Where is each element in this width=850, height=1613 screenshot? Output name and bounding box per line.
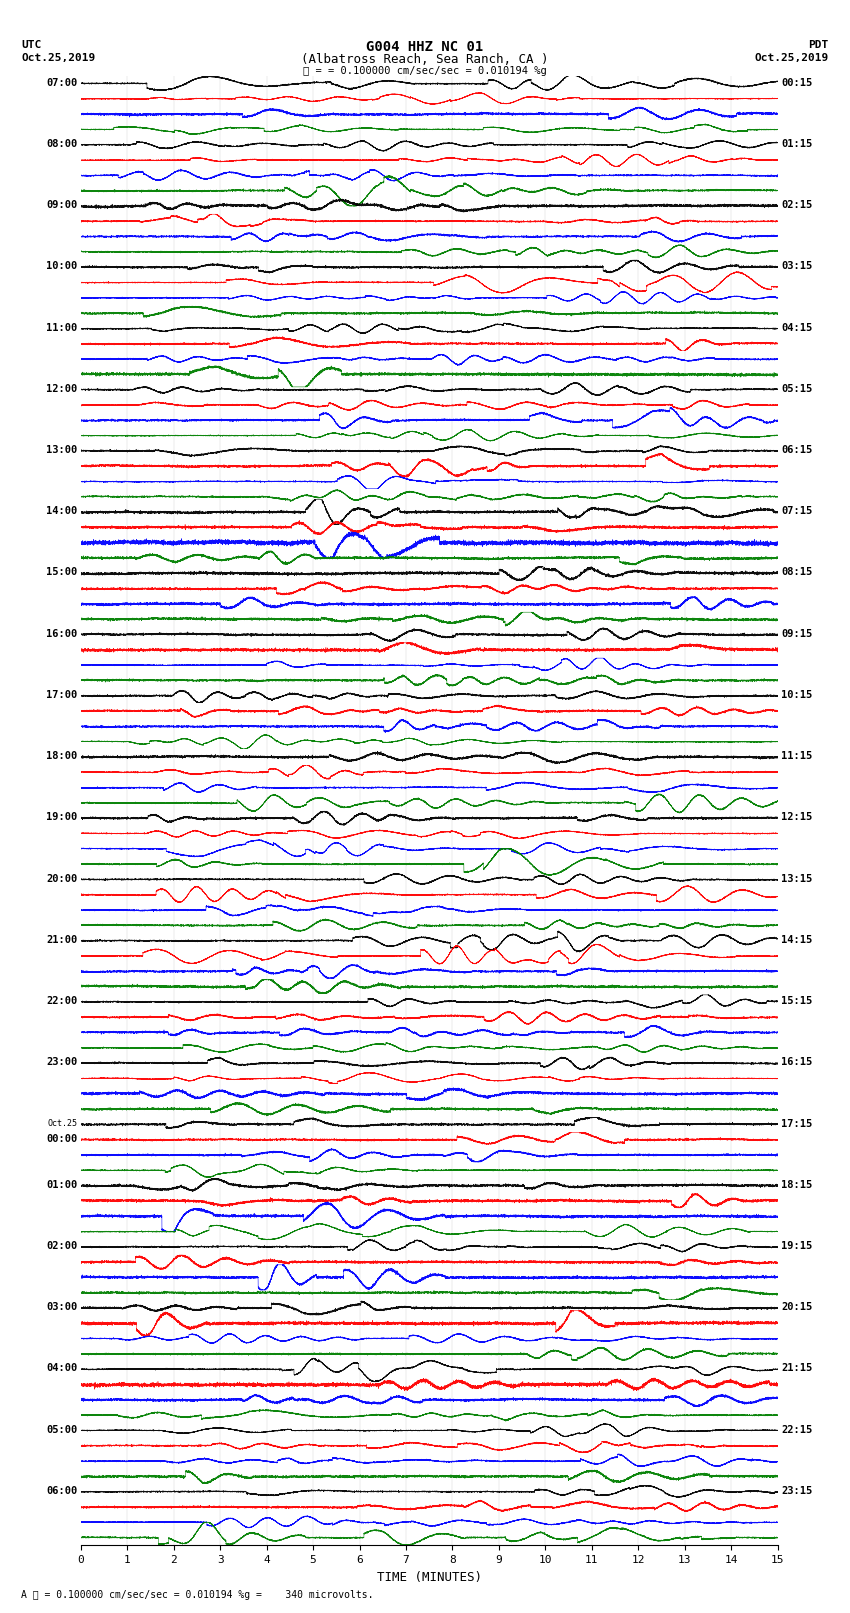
Text: 05:15: 05:15 [781, 384, 813, 394]
Text: 06:00: 06:00 [46, 1486, 77, 1495]
Text: 06:15: 06:15 [781, 445, 813, 455]
Text: 01:15: 01:15 [781, 139, 813, 148]
Text: 19:15: 19:15 [781, 1240, 813, 1252]
Text: 12:15: 12:15 [781, 813, 813, 823]
Text: 04:00: 04:00 [46, 1363, 77, 1373]
Text: 04:15: 04:15 [781, 323, 813, 332]
Text: 03:00: 03:00 [46, 1302, 77, 1313]
Text: 00:15: 00:15 [781, 77, 813, 87]
Text: 13:15: 13:15 [781, 874, 813, 884]
Text: G004 HHZ NC 01: G004 HHZ NC 01 [366, 40, 484, 55]
Text: 08:15: 08:15 [781, 568, 813, 577]
Text: Oct.25: Oct.25 [48, 1118, 77, 1127]
Text: 12:00: 12:00 [46, 384, 77, 394]
Text: 15:15: 15:15 [781, 997, 813, 1007]
Text: 16:15: 16:15 [781, 1057, 813, 1068]
Text: 23:15: 23:15 [781, 1486, 813, 1495]
Text: 21:00: 21:00 [46, 936, 77, 945]
Text: 18:15: 18:15 [781, 1179, 813, 1190]
Text: PDT: PDT [808, 40, 829, 50]
Text: 09:15: 09:15 [781, 629, 813, 639]
Text: 03:15: 03:15 [781, 261, 813, 271]
X-axis label: TIME (MINUTES): TIME (MINUTES) [377, 1571, 482, 1584]
Text: 10:00: 10:00 [46, 261, 77, 271]
Text: (Albatross Reach, Sea Ranch, CA ): (Albatross Reach, Sea Ranch, CA ) [301, 53, 549, 66]
Text: A ⎹ = 0.100000 cm/sec/sec = 0.010194 %g =    340 microvolts.: A ⎹ = 0.100000 cm/sec/sec = 0.010194 %g … [21, 1590, 374, 1600]
Text: 10:15: 10:15 [781, 690, 813, 700]
Text: Oct.25,2019: Oct.25,2019 [21, 53, 95, 63]
Text: 14:15: 14:15 [781, 936, 813, 945]
Text: 19:00: 19:00 [46, 813, 77, 823]
Text: 21:15: 21:15 [781, 1363, 813, 1373]
Text: 05:00: 05:00 [46, 1424, 77, 1434]
Text: 15:00: 15:00 [46, 568, 77, 577]
Text: 17:00: 17:00 [46, 690, 77, 700]
Text: 20:15: 20:15 [781, 1302, 813, 1313]
Text: ⎹ = = 0.100000 cm/sec/sec = 0.010194 %g: ⎹ = = 0.100000 cm/sec/sec = 0.010194 %g [303, 66, 547, 76]
Text: 11:15: 11:15 [781, 752, 813, 761]
Text: 09:00: 09:00 [46, 200, 77, 210]
Text: 01:00: 01:00 [46, 1179, 77, 1190]
Text: 22:15: 22:15 [781, 1424, 813, 1434]
Text: 14:00: 14:00 [46, 506, 77, 516]
Text: 23:00: 23:00 [46, 1057, 77, 1068]
Text: 20:00: 20:00 [46, 874, 77, 884]
Text: 17:15: 17:15 [781, 1118, 813, 1129]
Text: 07:00: 07:00 [46, 77, 77, 87]
Text: 02:15: 02:15 [781, 200, 813, 210]
Text: 16:00: 16:00 [46, 629, 77, 639]
Text: 08:00: 08:00 [46, 139, 77, 148]
Text: UTC: UTC [21, 40, 42, 50]
Text: Oct.25,2019: Oct.25,2019 [755, 53, 829, 63]
Text: 18:00: 18:00 [46, 752, 77, 761]
Text: 11:00: 11:00 [46, 323, 77, 332]
Text: 00:00: 00:00 [46, 1134, 77, 1144]
Text: 22:00: 22:00 [46, 997, 77, 1007]
Text: 07:15: 07:15 [781, 506, 813, 516]
Text: 02:00: 02:00 [46, 1240, 77, 1252]
Text: 13:00: 13:00 [46, 445, 77, 455]
